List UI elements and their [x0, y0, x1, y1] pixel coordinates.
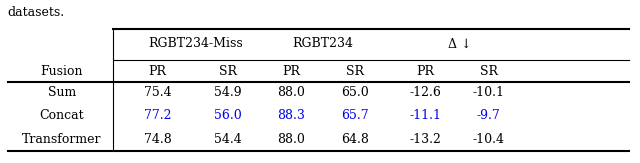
- Text: -10.1: -10.1: [473, 86, 505, 99]
- Text: Δ ↓: Δ ↓: [449, 37, 472, 50]
- Text: 88.0: 88.0: [277, 133, 305, 147]
- Text: PR: PR: [282, 65, 300, 78]
- Text: 56.0: 56.0: [214, 109, 241, 122]
- Text: PR: PR: [148, 65, 166, 78]
- Text: Concat: Concat: [40, 109, 84, 122]
- Text: 64.8: 64.8: [341, 133, 369, 147]
- Text: 65.0: 65.0: [341, 86, 369, 99]
- Text: RGBT234: RGBT234: [292, 37, 354, 50]
- Text: 75.4: 75.4: [144, 86, 172, 99]
- Text: RGBT234-Miss: RGBT234-Miss: [148, 37, 243, 50]
- Text: 65.7: 65.7: [341, 109, 369, 122]
- Text: SR: SR: [219, 65, 237, 78]
- Text: 54.4: 54.4: [214, 133, 241, 147]
- Text: PR: PR: [416, 65, 434, 78]
- Text: 77.2: 77.2: [144, 109, 172, 122]
- Text: -13.2: -13.2: [409, 133, 441, 147]
- Text: -10.4: -10.4: [473, 133, 505, 147]
- Text: SR: SR: [480, 65, 498, 78]
- Text: SR: SR: [346, 65, 364, 78]
- Text: Sum: Sum: [48, 86, 76, 99]
- Text: Fusion: Fusion: [41, 65, 83, 78]
- Text: -9.7: -9.7: [477, 109, 500, 122]
- Text: -12.6: -12.6: [409, 86, 441, 99]
- Text: datasets.: datasets.: [8, 6, 65, 19]
- Text: 88.3: 88.3: [277, 109, 305, 122]
- Text: 74.8: 74.8: [143, 133, 172, 147]
- Text: Transformer: Transformer: [22, 133, 102, 147]
- Text: 88.0: 88.0: [277, 86, 305, 99]
- Text: 54.9: 54.9: [214, 86, 241, 99]
- Text: -11.1: -11.1: [409, 109, 441, 122]
